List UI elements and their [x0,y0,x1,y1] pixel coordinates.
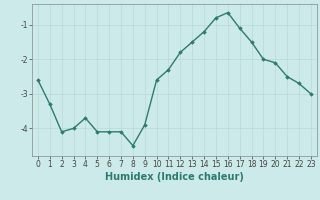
X-axis label: Humidex (Indice chaleur): Humidex (Indice chaleur) [105,172,244,182]
